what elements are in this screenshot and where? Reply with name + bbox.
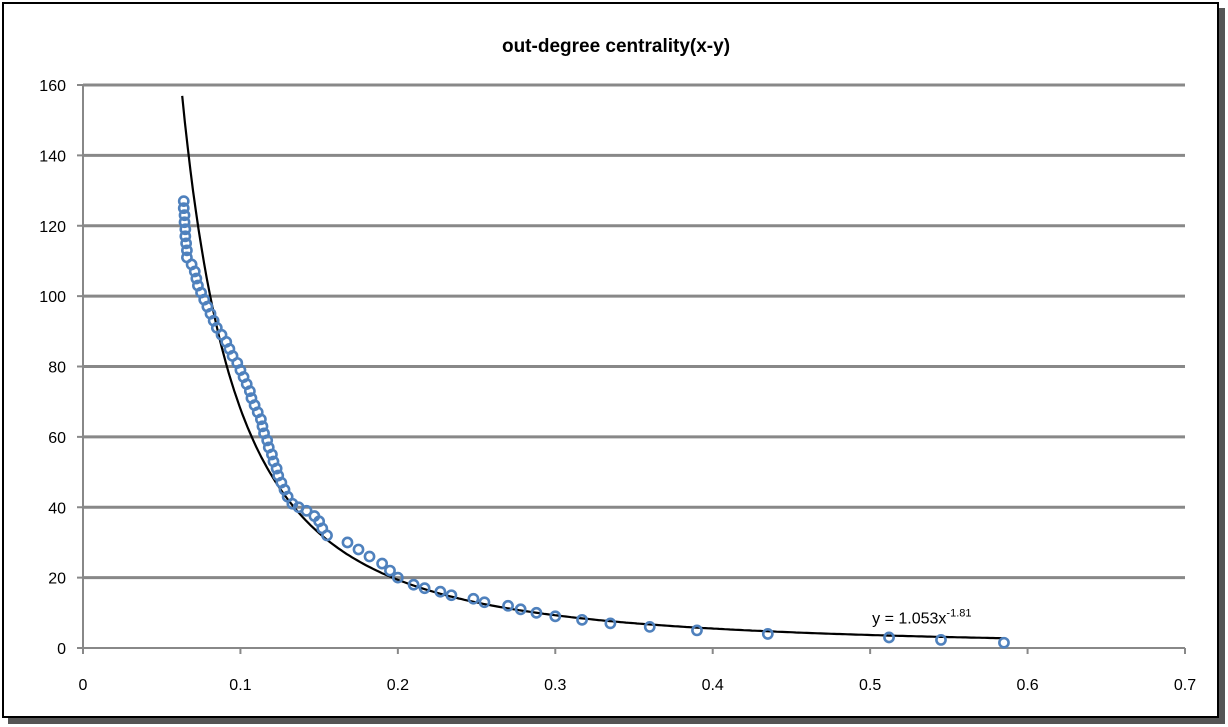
- data-point: [376, 557, 389, 570]
- data-point: [576, 613, 588, 626]
- data-point: [300, 504, 313, 517]
- chart-frame: out-degree centrality(x-y) 0 20 40 60 80 100 1…: [2, 2, 1219, 718]
- data-point: [502, 599, 514, 612]
- y-tick-label: 40: [48, 500, 66, 517]
- data-point: [188, 265, 201, 278]
- data-point: [363, 550, 376, 563]
- y-tick-label: 120: [39, 219, 66, 236]
- axes: [77, 84, 1186, 654]
- data-point: [643, 620, 656, 633]
- x-tick-label: 0.4: [702, 677, 724, 694]
- data-point: [478, 596, 491, 609]
- y-tick-label: 100: [39, 289, 66, 306]
- equation-main: y = 1.053x: [872, 610, 946, 627]
- y-tick-label: 140: [39, 148, 66, 165]
- data-point: [181, 244, 193, 257]
- data-point: [266, 448, 278, 461]
- data-point: [178, 216, 191, 229]
- data-point: [434, 585, 447, 598]
- data-point: [321, 529, 333, 542]
- data-point: [391, 571, 404, 584]
- chart-canvas: out-degree centrality(x-y) 0 20 40 60 80 100 1…: [39, 36, 1196, 694]
- data-point: [179, 223, 192, 236]
- data-point: [467, 592, 480, 605]
- data-point: [514, 603, 527, 616]
- data-point: [341, 536, 354, 549]
- x-tick-label: 0.3: [544, 677, 566, 694]
- y-tick-label: 0: [57, 641, 66, 658]
- data-point: [445, 589, 458, 602]
- equation-exponent: -1.81: [946, 607, 971, 619]
- x-tick-label: 0.2: [387, 677, 409, 694]
- data-point: [261, 434, 274, 447]
- x-tick-label: 0.5: [859, 677, 881, 694]
- y-tick-label: 160: [39, 78, 66, 95]
- data-point: [549, 610, 562, 623]
- data-point: [761, 628, 774, 640]
- data-point: [691, 624, 703, 637]
- data-point: [418, 582, 431, 595]
- trendline-equation: y = 1.053x-1.81: [872, 607, 971, 627]
- data-point: [384, 564, 396, 577]
- data-point: [407, 578, 420, 591]
- data-point: [604, 617, 617, 630]
- y-tick-label: 80: [48, 360, 66, 377]
- x-tick-label: 0: [79, 677, 88, 694]
- tick-labels: 0 20 40 60 80 100 120 140 160 0 0.1 0.2 0.3 0.4 0.5 0.6…: [39, 78, 1196, 694]
- x-tick-label: 0.1: [229, 677, 251, 694]
- data-point: [177, 195, 190, 208]
- data-point: [530, 606, 543, 619]
- data-point: [179, 230, 192, 243]
- y-tick-label: 20: [48, 571, 66, 588]
- data-point: [270, 462, 283, 475]
- data-point: [180, 237, 193, 250]
- data-point: [256, 420, 269, 433]
- data-point: [178, 209, 191, 222]
- x-tick-label: 0.6: [1016, 677, 1038, 694]
- data-point: [935, 634, 947, 646]
- x-tick-label: 0.7: [1174, 677, 1196, 694]
- data-point: [177, 202, 190, 215]
- data-point: [883, 631, 895, 644]
- gridlines: [83, 83, 1185, 580]
- data-point: [352, 543, 365, 556]
- chart-title: out-degree centrality(x-y): [502, 36, 730, 57]
- data-point: [998, 636, 1010, 649]
- data-point: [190, 272, 203, 285]
- data-point: [254, 413, 267, 426]
- data-point: [243, 385, 256, 398]
- y-tick-label: 60: [48, 430, 66, 447]
- data-points: [177, 195, 1010, 649]
